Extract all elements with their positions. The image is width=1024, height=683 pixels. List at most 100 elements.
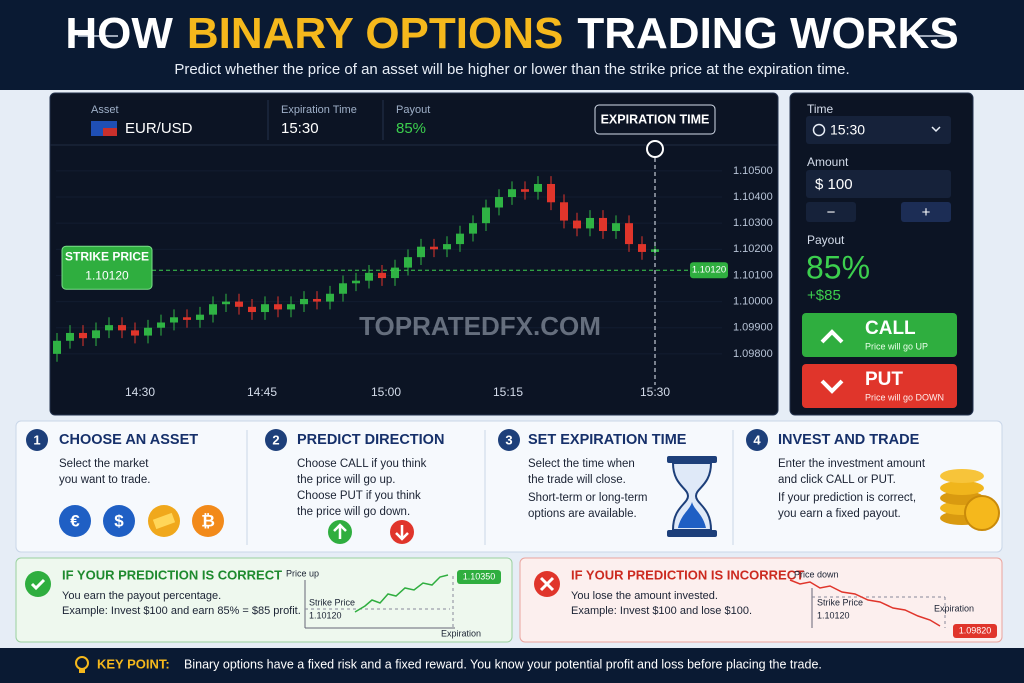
payout-label: Payout xyxy=(807,233,845,247)
outcome-text: You lose the amount invested. xyxy=(571,590,718,602)
strike-value: 1.10120 xyxy=(85,268,129,282)
asset-icon-glyph: $ xyxy=(114,511,124,530)
key-point-label: KEY POINT: xyxy=(97,656,170,671)
x-tick-label: 15:00 xyxy=(371,385,401,399)
y-tick-label: 1.10200 xyxy=(733,243,773,255)
step-badge xyxy=(26,429,48,451)
candle-body xyxy=(300,298,308,305)
amount-input[interactable] xyxy=(806,170,951,198)
down-arrow xyxy=(820,379,844,394)
title-part: BINARY OPTIONS xyxy=(187,9,564,58)
step-title: PREDICT DIRECTION xyxy=(297,432,444,448)
hourglass-glass xyxy=(671,462,713,531)
candle-body xyxy=(456,233,464,245)
hourglass-cap xyxy=(667,456,717,463)
candle-body xyxy=(482,207,490,224)
payout-value: 85% xyxy=(806,249,870,285)
step-number: 1 xyxy=(33,432,40,447)
step-text: and click CALL or PUT. xyxy=(778,474,896,486)
time-label: Time xyxy=(807,102,834,116)
candle-body xyxy=(131,330,139,336)
current-price: 1.10120 xyxy=(692,265,726,276)
candle-body xyxy=(352,280,360,284)
outcome-text: Example: Invest $100 and lose $100. xyxy=(571,605,752,617)
hourglass-sand xyxy=(678,502,706,528)
candle-body xyxy=(417,246,425,258)
put-sub: Price will go DOWN xyxy=(865,392,944,402)
coins xyxy=(940,469,1000,531)
candle-body xyxy=(248,306,256,313)
strike-title: STRIKE PRICE xyxy=(65,249,149,263)
cross-mark xyxy=(539,576,555,592)
mini-strike-value: 1.10120 xyxy=(817,610,850,620)
candle-body xyxy=(157,322,165,328)
coin-front xyxy=(964,495,1000,531)
plus-button[interactable] xyxy=(901,202,951,222)
x-tick-label: 14:30 xyxy=(125,385,155,399)
call-button[interactable] xyxy=(802,313,957,357)
candle-body xyxy=(92,330,100,339)
mini-price-up xyxy=(354,574,449,613)
key-point-text: Binary options have a fixed risk and a f… xyxy=(184,657,822,671)
coin xyxy=(940,481,984,495)
y-tick-label: 1.10400 xyxy=(733,191,773,203)
amount-value: $ 100 xyxy=(815,176,853,193)
candle-body xyxy=(79,332,87,339)
amount-label: Amount xyxy=(807,155,849,169)
flag-us xyxy=(103,128,117,136)
subtitle: Predict whether the price of an asset wi… xyxy=(174,61,849,78)
euro-icon xyxy=(59,505,91,537)
candle-body xyxy=(443,244,451,250)
coin xyxy=(940,469,984,483)
outcome-text: Example: Invest $100 and earn 85% = $85 … xyxy=(62,605,301,617)
step-text: Choose CALL if you think xyxy=(297,458,427,470)
y-tick-label: 1.10300 xyxy=(733,217,773,229)
end-price-tag xyxy=(457,570,501,584)
payout-label: Payout xyxy=(396,104,430,116)
candle-body xyxy=(391,267,399,279)
candle-body xyxy=(261,304,269,313)
candle-body xyxy=(144,327,152,336)
mini-strike-label: Strike Price xyxy=(817,597,863,607)
step-text: If your prediction is correct, xyxy=(778,492,916,504)
expiration-box xyxy=(594,104,716,135)
gold-bar xyxy=(152,512,176,530)
step-title: SET EXPIRATION TIME xyxy=(528,432,687,448)
mini-axis-label: Price up xyxy=(286,568,319,578)
candle-body xyxy=(430,246,438,250)
time-select[interactable] xyxy=(806,116,951,144)
expiration-title: EXPIRATION TIME xyxy=(601,112,710,126)
candle-body xyxy=(534,183,542,192)
step-text: Choose PUT if you think xyxy=(297,490,421,502)
put-button[interactable] xyxy=(802,364,957,408)
outcome-title: IF YOUR PREDICTION IS CORRECT xyxy=(62,567,282,582)
y-tick-label: 1.10500 xyxy=(733,165,773,177)
candle-body xyxy=(196,314,204,320)
dollar-icon xyxy=(103,505,135,537)
candle-body xyxy=(118,325,126,331)
current-tag xyxy=(690,262,728,279)
hourglass xyxy=(667,456,717,537)
candle-body xyxy=(66,332,74,341)
candle-body xyxy=(365,272,373,281)
candle-body xyxy=(183,317,191,320)
candle-body xyxy=(105,325,113,331)
steps-panel xyxy=(15,420,1003,553)
candle-body xyxy=(625,223,633,245)
strike-box xyxy=(61,245,153,290)
step-number: 4 xyxy=(753,432,761,447)
candle-body xyxy=(547,183,555,203)
x-tick-label: 15:30 xyxy=(640,385,670,399)
y-tick-label: 1.09900 xyxy=(733,322,773,334)
candle-body xyxy=(378,272,386,279)
candle-body xyxy=(404,257,412,268)
expiration: 15:30 xyxy=(281,120,319,137)
chevron xyxy=(931,126,941,133)
candle-body xyxy=(586,217,594,229)
minus-button[interactable] xyxy=(806,202,856,222)
step-title: CHOOSE AN ASSET xyxy=(59,432,198,448)
down-icon-arrow xyxy=(395,525,409,541)
footer-bg xyxy=(0,648,1024,683)
step-text: Short-term or long-term xyxy=(528,492,648,504)
candle-body xyxy=(222,301,230,305)
